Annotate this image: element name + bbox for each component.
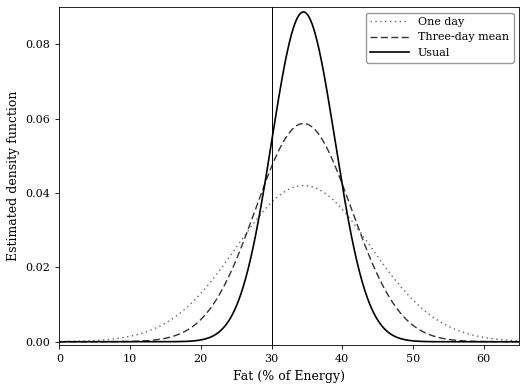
Three-day mean — [21, 339, 27, 344]
One day — [494, 337, 501, 342]
Legend: One day, Three-day mean, Usual: One day, Three-day mean, Usual — [366, 12, 513, 62]
One day — [297, 183, 304, 188]
One day — [300, 183, 307, 188]
Line: One day: One day — [24, 186, 526, 342]
X-axis label: Fat (% of Energy): Fat (% of Energy) — [233, 370, 345, 383]
One day — [21, 339, 27, 344]
Usual — [52, 339, 58, 344]
One day — [52, 339, 58, 344]
Usual — [300, 10, 307, 14]
Three-day mean — [297, 122, 304, 126]
Line: Three-day mean: Three-day mean — [24, 124, 526, 342]
Line: Usual: Usual — [24, 12, 526, 342]
Three-day mean — [313, 129, 320, 134]
Usual — [494, 339, 501, 344]
One day — [313, 186, 320, 191]
Three-day mean — [494, 339, 501, 344]
Three-day mean — [300, 121, 307, 126]
Three-day mean — [52, 339, 58, 344]
Usual — [297, 11, 304, 16]
Y-axis label: Estimated density function: Estimated density function — [7, 91, 20, 261]
Usual — [313, 37, 320, 41]
Usual — [21, 339, 27, 344]
